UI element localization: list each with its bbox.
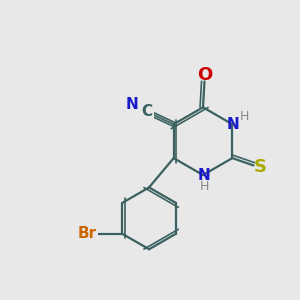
Text: O: O bbox=[197, 66, 212, 84]
Text: N: N bbox=[226, 117, 239, 132]
Text: Br: Br bbox=[77, 226, 97, 241]
Text: H: H bbox=[240, 110, 249, 123]
Text: S: S bbox=[254, 158, 266, 176]
Text: H: H bbox=[200, 180, 209, 193]
Text: N: N bbox=[197, 167, 210, 182]
Text: N: N bbox=[126, 98, 139, 112]
Text: C: C bbox=[141, 104, 153, 119]
